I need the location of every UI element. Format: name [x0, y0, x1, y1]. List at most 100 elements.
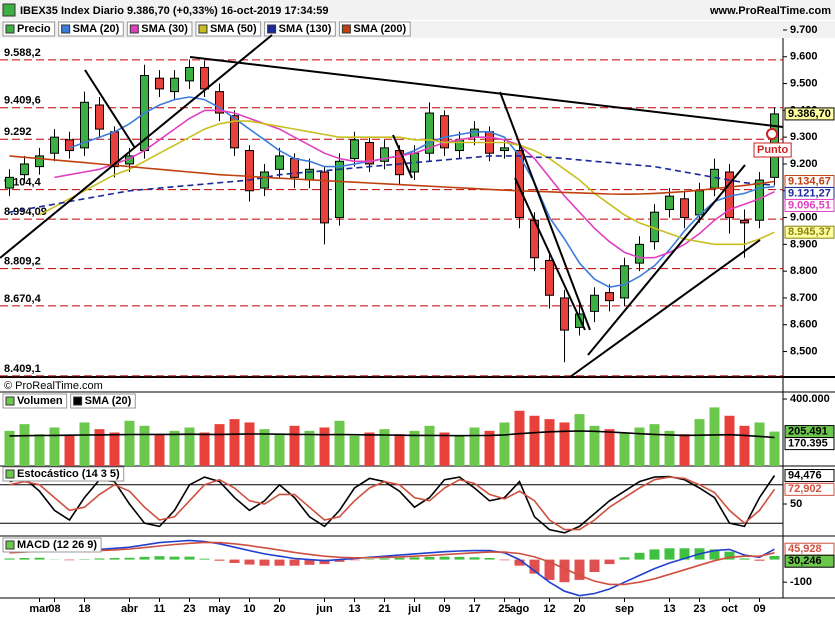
candle-body — [740, 219, 749, 224]
x-tick-label: 09 — [753, 603, 765, 615]
bar — [394, 434, 405, 466]
value-tag — [784, 469, 835, 483]
legend-item: Estocástico (14 3 5) — [2, 466, 125, 482]
level-label: 8.994,09 — [4, 206, 47, 218]
legend-label: MACD (12 26 9) — [17, 539, 97, 551]
legend-swatch — [198, 24, 208, 34]
candle-body — [380, 147, 389, 162]
candle-body — [500, 147, 509, 152]
annotation-box — [753, 142, 792, 158]
candle-body — [170, 77, 179, 93]
bar — [649, 549, 660, 560]
bar — [79, 422, 90, 466]
candle-body — [80, 101, 89, 149]
bar — [124, 557, 135, 560]
value-tag-label: 8.945,37 — [788, 226, 831, 238]
level-label-bg — [2, 254, 43, 268]
value-tag — [784, 554, 835, 568]
bar — [409, 430, 420, 466]
bar — [604, 559, 615, 565]
bar — [499, 422, 510, 466]
candle-body — [515, 150, 524, 219]
candle-body — [695, 190, 704, 216]
bar — [454, 556, 465, 560]
legend-item: SMA (30) — [126, 21, 193, 37]
trend-line — [499, 91, 591, 331]
y-tick-label: 8.500 — [790, 345, 818, 357]
candle-body — [620, 265, 629, 299]
bar — [409, 557, 420, 560]
bar — [19, 424, 30, 466]
bar — [319, 559, 330, 565]
bar — [244, 559, 255, 565]
bar — [754, 422, 765, 466]
bar — [259, 429, 270, 466]
bar — [634, 552, 645, 560]
candle-body — [560, 297, 569, 331]
trend-line — [392, 134, 413, 179]
bar — [559, 559, 570, 583]
trend-line — [84, 69, 136, 149]
legend-box — [2, 466, 125, 482]
bar — [724, 415, 735, 466]
bar — [334, 420, 345, 466]
candle-body — [245, 150, 254, 192]
candle-body — [185, 66, 194, 82]
candle-body — [680, 198, 689, 219]
candle-body — [665, 195, 674, 211]
bar — [4, 558, 15, 560]
bar — [199, 558, 210, 560]
y-tick-label: 400.000 — [790, 393, 830, 405]
candle-body — [35, 155, 44, 168]
x-tick-label: 20 — [273, 603, 285, 615]
legend-swatch — [341, 24, 351, 34]
bar — [94, 558, 105, 560]
x-tick-label: 20 — [573, 603, 585, 615]
bar — [64, 559, 75, 561]
x-tick-label: ago — [510, 603, 530, 615]
bar — [604, 429, 615, 466]
bar — [739, 425, 750, 466]
legend-label: SMA (20) — [85, 395, 132, 407]
legend-item: SMA (130) — [264, 21, 336, 37]
candle-body — [590, 294, 599, 312]
bar — [34, 434, 45, 466]
x-tick-label: abr — [121, 603, 139, 615]
legend-swatch — [5, 24, 15, 34]
point-marker — [766, 128, 778, 140]
legend-label: SMA (20) — [73, 23, 120, 35]
level-label-bg — [2, 291, 43, 305]
legend-swatch — [5, 469, 15, 479]
bar — [274, 434, 285, 466]
candle-body — [575, 313, 584, 328]
series-line — [9, 155, 775, 213]
legend-label: Volumen — [17, 395, 63, 407]
bar — [724, 551, 735, 560]
bar — [499, 559, 510, 561]
x-tick-label: mar — [29, 603, 50, 615]
level-label: 9.409,6 — [4, 95, 41, 107]
bar — [664, 548, 675, 560]
legend-box — [70, 393, 136, 409]
legend-box — [195, 21, 262, 37]
x-tick-label: 23 — [183, 603, 195, 615]
candle-body — [5, 176, 14, 189]
x-tick-label: 21 — [378, 603, 390, 615]
bar — [469, 427, 480, 466]
bar — [94, 429, 105, 466]
level-label: 8.670,4 — [4, 293, 42, 305]
bar — [439, 432, 450, 466]
value-tag-label: 9.386,70 — [788, 108, 831, 120]
legend-box — [264, 21, 336, 37]
bar — [154, 434, 165, 466]
legend-box — [58, 21, 124, 37]
x-tick-label: 12 — [543, 603, 555, 615]
bar — [334, 559, 345, 562]
bar — [634, 427, 645, 466]
y-tick-label: 9.600 — [790, 51, 818, 63]
legend-item: Volumen — [2, 393, 68, 409]
value-tag — [784, 198, 835, 212]
bar — [304, 430, 315, 466]
candle-body — [50, 136, 59, 154]
